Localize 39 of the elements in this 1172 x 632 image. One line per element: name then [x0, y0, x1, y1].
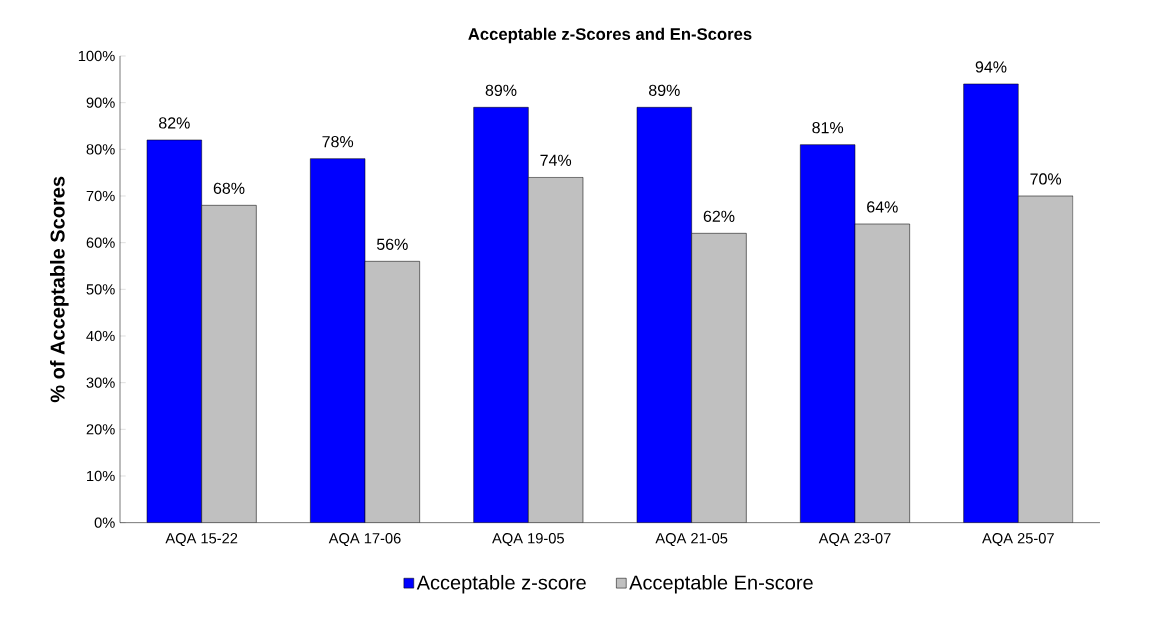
data-label: 74%: [540, 154, 572, 166]
y-tick-label: 100%: [78, 50, 115, 62]
chart-title: Acceptable z-Scores and En-Scores: [468, 27, 752, 44]
bar: [963, 83, 1019, 523]
data-label: 94%: [975, 61, 1007, 73]
y-tick-label: 10%: [87, 470, 115, 482]
y-tick-label: 70%: [86, 190, 115, 202]
y-tick-label: 0%: [94, 517, 115, 528]
data-label: 64%: [867, 201, 898, 213]
bar: [473, 107, 529, 523]
y-tick-label: 20%: [86, 424, 115, 435]
y-axis-title: % of Acceptable Scores: [49, 176, 69, 403]
bar: [147, 139, 202, 523]
x-tick-label: AQA 19-05: [492, 533, 564, 547]
x-tick-label: AQA 15-22: [165, 533, 238, 547]
x-tick-label: AQA 17-06: [328, 533, 401, 547]
legend-label: Acceptable En-score: [629, 574, 813, 594]
data-label: 89%: [485, 84, 517, 96]
data-label: 81%: [812, 121, 844, 134]
y-tick-label: 80%: [86, 144, 115, 155]
x-tick-label: AQA 23-07: [818, 533, 891, 547]
y-tick-label: 60%: [86, 237, 115, 248]
bar: [800, 144, 855, 523]
bar: [637, 107, 692, 523]
y-tick-label: 40%: [86, 330, 115, 342]
data-label: 68%: [213, 182, 245, 194]
x-tick-label: AQA 25-07: [982, 533, 1054, 547]
data-label: 82%: [159, 117, 190, 129]
data-label: 62%: [703, 210, 735, 222]
data-label: 56%: [376, 238, 408, 250]
y-tick-label: 90%: [86, 97, 115, 108]
data-label: 78%: [322, 135, 354, 148]
x-tick-label: AQA 21-05: [655, 533, 728, 547]
bar: [310, 158, 365, 523]
y-tick-label: 50%: [86, 284, 115, 295]
y-tick-label: 30%: [86, 377, 115, 388]
legend-label: Acceptable z-score: [416, 574, 586, 594]
data-label: 89%: [649, 84, 680, 96]
data-label: 70%: [1030, 173, 1062, 185]
